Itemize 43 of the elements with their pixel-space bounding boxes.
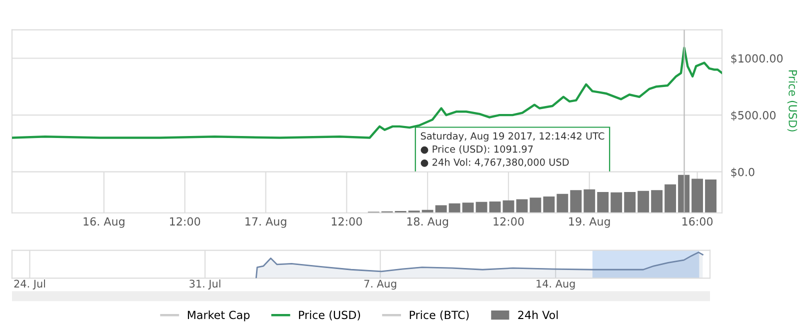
legend-label: 24h Vol [518,310,558,320]
bar [705,179,716,213]
bar [610,192,622,213]
bar [664,184,676,213]
bar [435,205,447,213]
x-tick-label: 19. Aug [569,217,610,228]
bar [448,203,460,213]
y-tick-label: $1000.00 [731,54,783,64]
bar [556,194,568,213]
x-tick-label: 18. Aug [407,217,448,228]
x-tick-label: 7. Aug [364,280,396,290]
x-tick-label: 16. Aug [84,217,124,228]
bar [516,199,528,213]
x-tick-label: 12:00 [332,217,362,226]
annotation: ● Price (USD): 1091.97 [420,145,533,154]
x-tick-label: 24. Jul [14,280,45,290]
bar [584,189,596,213]
bar [476,202,488,213]
bar [597,192,609,213]
bar [543,196,555,213]
legend-label: Market Cap [188,310,250,322]
bar [692,178,704,213]
annotation: Saturday, Aug 19 2017, 12:14:42 UTC [420,132,604,142]
y-tick-label: $0.0 [731,168,754,178]
annotation: ● 24h Vol: 4,767,380,000 USD [420,158,569,167]
bar [651,190,663,213]
bar [502,200,514,213]
x-tick-label: 12:00 [494,217,524,226]
bar [638,190,650,213]
legend-label: Price (BTC) [410,310,469,320]
y-tick-label: $500.00 [731,110,776,121]
bar [530,198,542,213]
bar [462,202,474,213]
bar [624,192,636,213]
bar [489,201,501,213]
x-tick-label: 14. Aug [536,280,575,290]
y-axis-title: Price (USD) [787,70,798,132]
bar [570,190,582,213]
legend-label: Price (USD) [299,310,360,320]
x-tick-label: 16:00 [682,217,713,226]
x-tick-label: 12:00 [170,217,200,226]
x-tick-label: 17. Aug [246,217,286,228]
x-tick-label: 31. Jul [190,280,220,290]
